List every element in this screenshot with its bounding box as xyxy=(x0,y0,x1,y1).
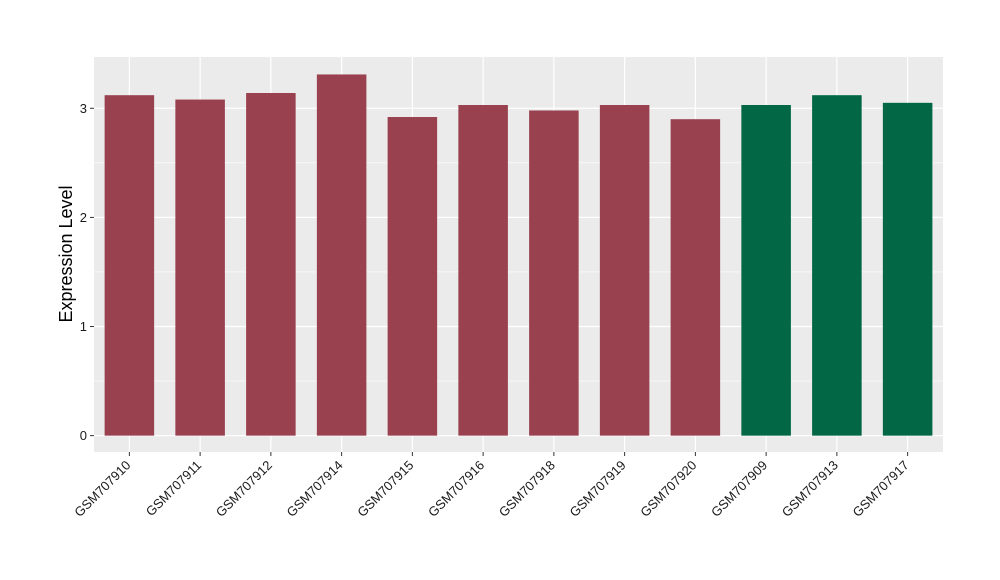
y-axis: 0 1 2 3 xyxy=(80,101,94,443)
x-tick-label: GSM707909 xyxy=(708,458,770,520)
bar-GSM707919 xyxy=(600,105,650,436)
bar-GSM707920 xyxy=(671,119,721,435)
bar-GSM707914 xyxy=(317,74,367,435)
x-axis: GSM707910 GSM707911 GSM707912 GSM707914 GSM7… xyxy=(71,452,911,520)
x-tick-label: GSM707920 xyxy=(637,458,699,520)
y-tick-label: 3 xyxy=(80,101,87,116)
y-tick-label: 0 xyxy=(80,428,87,443)
x-tick-label: GSM707919 xyxy=(567,458,629,520)
y-tick-label: 2 xyxy=(80,210,87,225)
x-tick-label: GSM707910 xyxy=(71,458,133,520)
x-tick-label: GSM707914 xyxy=(284,458,346,520)
bar-GSM707915 xyxy=(388,117,438,436)
bar-GSM707909 xyxy=(741,105,791,436)
bar-GSM707911 xyxy=(175,100,225,436)
bar-GSM707912 xyxy=(246,93,296,436)
x-tick-label: GSM707913 xyxy=(779,458,841,520)
bar-GSM707910 xyxy=(105,95,155,435)
bar-GSM707916 xyxy=(458,105,508,436)
bar-GSM707918 xyxy=(529,110,579,435)
x-tick-label: GSM707916 xyxy=(425,458,487,520)
x-tick-label: GSM707917 xyxy=(850,458,912,520)
y-tick-label: 1 xyxy=(80,319,87,334)
y-axis-title: Expression Level xyxy=(56,185,76,322)
bar-GSM707913 xyxy=(812,95,862,435)
x-tick-label: GSM707915 xyxy=(354,458,416,520)
x-tick-label: GSM707911 xyxy=(143,458,205,520)
bar-GSM707917 xyxy=(883,103,933,436)
x-tick-label: GSM707918 xyxy=(496,458,558,520)
x-tick-label: GSM707912 xyxy=(213,458,275,520)
